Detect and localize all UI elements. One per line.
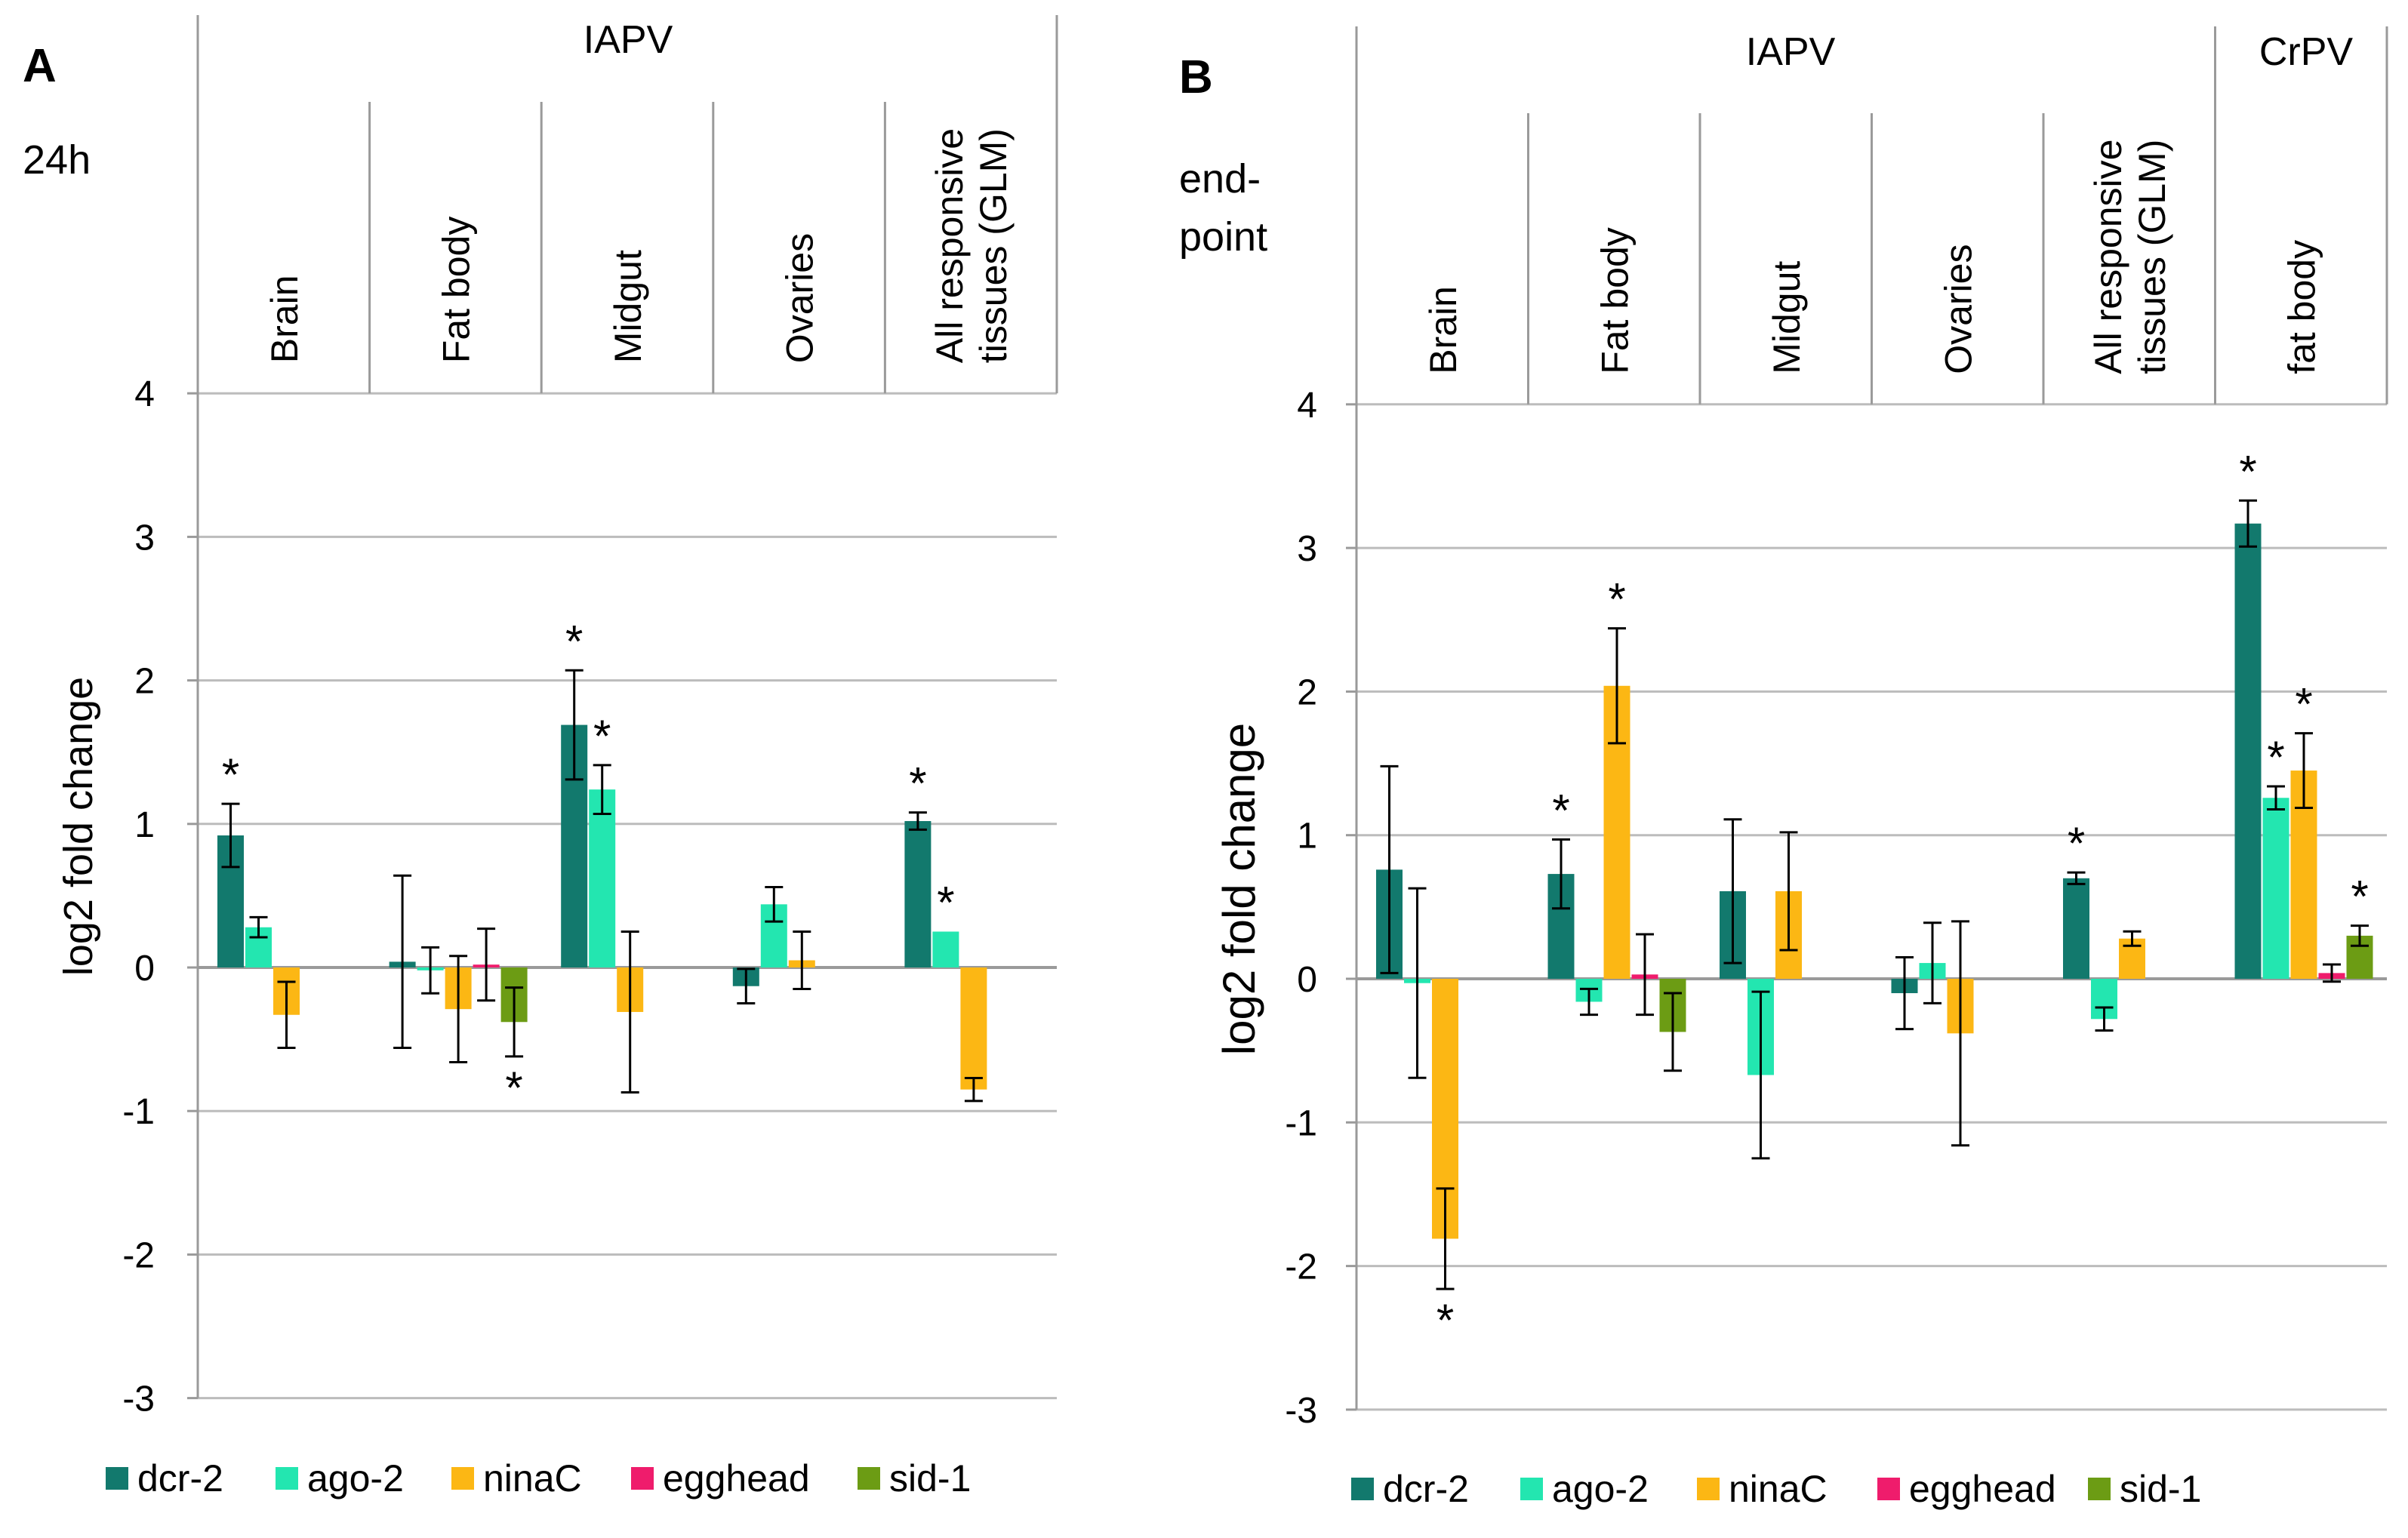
panel-a-significance-star: * [909, 758, 926, 809]
panel-b-significance-star: * [2351, 872, 2368, 922]
panel-b-category-label: tissues (GLM) [2131, 140, 2173, 374]
panel-a-legend-swatch-dcr-2 [106, 1467, 128, 1490]
panel-a-significance-star: * [565, 616, 583, 666]
panel-a-ylabel: log2 fold change [56, 677, 101, 976]
panel-a-y-tick-label: 3 [134, 518, 155, 558]
panel-a-significance-star: * [593, 711, 611, 761]
panel-a-bar-ninaC [960, 967, 987, 1090]
panel-b-significance-star: * [1436, 1295, 1454, 1346]
panel-a-significance-star: * [505, 1063, 522, 1113]
panel-a-significance-star: * [222, 749, 239, 800]
panel-a-bar-ago-2 [589, 789, 616, 967]
panel-b-significance-star: * [2239, 446, 2256, 497]
panel-b-category-label: Fat body [1594, 227, 1636, 374]
panel-b-y-tick-label: 0 [1297, 960, 1317, 1000]
panel-a-chart: 4 3 2 1 0 -1 -2 -3 Brain Fat body Midgut Ovaries All… [122, 15, 1058, 1420]
panel-a-category-label: All responsive [928, 128, 971, 363]
panel-a-legend-swatch-egghead [631, 1467, 654, 1490]
panel-b-virus-header-crpv: CrPV [2259, 30, 2354, 74]
panel-b-significance-star: * [2068, 818, 2085, 869]
panel-b-y-tick-label: 2 [1297, 672, 1317, 712]
panel-a-y-tick-label: -3 [122, 1380, 155, 1420]
panel-b-category-label: All responsive [2087, 140, 2129, 374]
panel-b-legend-swatch-ninaC [1697, 1478, 1720, 1500]
panel-a-virus-header: IAPV [584, 18, 673, 62]
panel-a-letter: A [23, 40, 57, 92]
panel-b-category-label: Midgut [1766, 261, 1808, 374]
panel-b-bar-ago-2 [2262, 798, 2289, 979]
panel-b-legend-swatch-sid-1 [2088, 1478, 2111, 1500]
panel-b-legend-swatch-ago-2 [1520, 1478, 1543, 1500]
panel-b-legend-label-ago-2: ago-2 [1552, 1468, 1649, 1510]
panel-b-bar-dcr-2 [2063, 878, 2089, 979]
panel-a-legend: dcr-2 ago-2 ninaC egghead sid-1 [106, 1457, 971, 1500]
panel-a-legend-swatch-sid-1 [858, 1467, 880, 1490]
panel-b-timepoint-line-2: point [1179, 214, 1267, 260]
panel-b-legend-label-sid-1: sid-1 [2120, 1468, 2201, 1510]
panel-a-y-tick-label: 4 [134, 374, 155, 414]
panel-b-category-label: Brain [1422, 286, 1464, 374]
panel-b-legend-label-dcr-2: dcr-2 [1383, 1468, 1469, 1510]
panel-a-legend-label-egghead: egghead [663, 1457, 810, 1500]
panel-b-timepoint-line-1: end- [1179, 156, 1261, 201]
panel-a-legend-swatch-ago-2 [276, 1467, 298, 1490]
panel-b-virus-header-iapv: IAPV [1746, 30, 1836, 74]
panel-b-legend-swatch-dcr-2 [1351, 1478, 1374, 1500]
panel-a-category-label: Ovaries [779, 233, 821, 363]
panel-a-category-label: Brain [263, 275, 306, 363]
panel-a-y-tick-label: -1 [122, 1092, 155, 1132]
panel-b-y-tick-label: 4 [1297, 386, 1317, 426]
panel-b-y-tick-label: 1 [1297, 817, 1317, 857]
panel-a-significance-star: * [937, 877, 954, 927]
panel-a-timepoint: 24h [23, 137, 91, 183]
panel-b-y-tick-label: 3 [1297, 529, 1317, 569]
panel-b-y-tick-label: -2 [1285, 1247, 1317, 1287]
panel-b-letter: B [1179, 51, 1213, 103]
panel-b-legend-label-egghead: egghead [1909, 1468, 2056, 1510]
panel-a-bar-dcr-2 [904, 820, 931, 967]
panel-b-y-tick-label: -3 [1285, 1391, 1317, 1431]
panel-b-y-tick-label: -1 [1285, 1103, 1317, 1143]
panel-b-category-label: Ovaries [1937, 245, 1979, 374]
panel-b-category-label: fat body [2280, 240, 2323, 374]
panel-b-ylabel: log2 fold change [1214, 723, 1264, 1055]
panel-a-category-label: Midgut [607, 250, 649, 363]
panel-b-chart: 4 3 2 1 0 -1 -2 -3 Brain Fat body Midgut Ovaries All… [1285, 26, 2388, 1431]
panel-b-significance-star: * [2267, 732, 2284, 783]
panel-a-y-tick-label: -2 [122, 1235, 155, 1275]
panel-b-significance-star: * [2295, 679, 2312, 730]
panel-b-legend-label-ninaC: ninaC [1729, 1468, 1828, 1510]
panel-b-legend-swatch-egghead [1877, 1478, 1900, 1500]
panel-b-significance-star: * [1552, 785, 1569, 835]
panel-a-legend-label-ago-2: ago-2 [307, 1457, 404, 1500]
panel-a-category-label: tissues (GLM) [972, 128, 1015, 363]
panel-a-legend-label-sid-1: sid-1 [889, 1457, 971, 1500]
panel-a-y-tick-label: 2 [134, 662, 155, 702]
panel-a-y-tick-label: 0 [134, 949, 155, 989]
panel-b-bar-dcr-2 [2234, 523, 2262, 979]
panel-b-significance-star: * [1608, 574, 1625, 625]
panel-a-y-tick-label: 1 [134, 805, 155, 845]
panel-b-legend: dcr-2 ago-2 ninaC egghead sid-1 [1351, 1468, 2201, 1510]
panel-a-legend-swatch-ninaC [451, 1467, 474, 1490]
panel-a-legend-label-dcr-2: dcr-2 [137, 1457, 223, 1500]
panel-a-legend-label-ninaC: ninaC [483, 1457, 582, 1500]
panel-a-bar-ago-2 [932, 931, 959, 967]
panel-a-category-label: Fat body [435, 217, 477, 364]
